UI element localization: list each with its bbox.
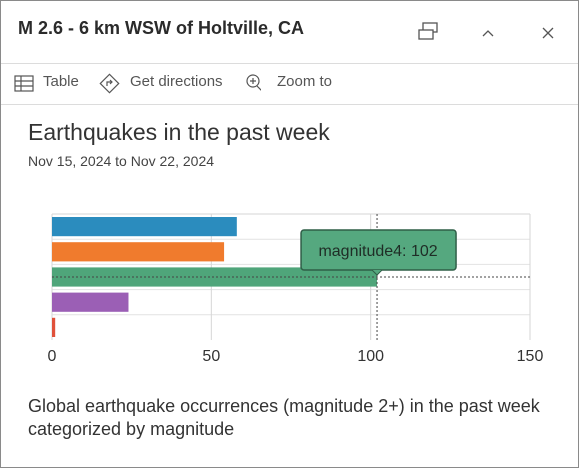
x-tick-label: 150 (517, 348, 544, 365)
bar (52, 317, 56, 337)
x-tick-label: 0 (48, 348, 57, 365)
chart: 0 50 100 150 magnitude4: 102 (48, 213, 544, 365)
popup-title: M 2.6 - 6 km WSW of Holtville, CA (18, 18, 305, 38)
bar (52, 217, 237, 237)
bar (52, 267, 378, 287)
chart-subtitle: Nov 15, 2024 to Nov 22, 2024 (28, 153, 215, 169)
action-directions[interactable]: Get directions (130, 73, 223, 90)
toolbar-icons (14, 73, 261, 94)
close-icon[interactable] (542, 27, 554, 39)
x-tick-label: 100 (357, 348, 384, 365)
divider (1, 104, 578, 105)
bar (52, 242, 225, 262)
bar (52, 292, 129, 312)
chart-title: Earthquakes in the past week (28, 119, 330, 145)
tooltip: magnitude4: 102 (300, 229, 457, 276)
x-tick-label: 50 (202, 348, 220, 365)
action-zoom[interactable]: Zoom to (277, 73, 333, 90)
tooltip-pointer (371, 269, 383, 276)
action-table[interactable]: Table (43, 73, 79, 90)
description: Global earthquake occurrences (magnitude… (28, 396, 540, 439)
header-buttons (418, 22, 554, 40)
divider (1, 63, 578, 64)
collapse-icon[interactable] (482, 30, 494, 37)
tooltip-text: magnitude4: 102 (318, 243, 437, 260)
